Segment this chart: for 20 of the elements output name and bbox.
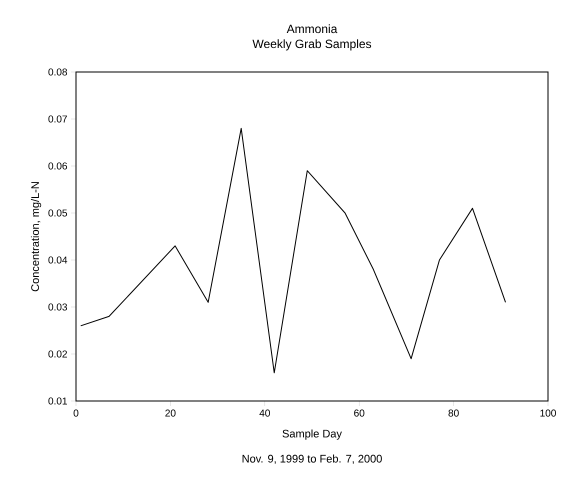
- x-tick-label: 20: [165, 410, 176, 417]
- chart-title: Ammonia: [286, 24, 338, 34]
- y-tick-label: 0.07: [48, 115, 67, 123]
- y-axis-title: Concentration, mg/L-N: [30, 182, 42, 292]
- y-tick-label: 0.08: [48, 68, 68, 76]
- x-tick-label: 0: [74, 410, 78, 417]
- y-tick-label: 0.03: [48, 303, 68, 311]
- y-tick-label: 0.02: [48, 350, 67, 358]
- y-tick-label: 0.01: [48, 397, 67, 405]
- x-tick-label: 60: [354, 410, 364, 417]
- x-tick-label: 80: [448, 410, 459, 417]
- line-series: [80, 128, 506, 374]
- x-tick-label: 100: [540, 410, 556, 417]
- x-tick-label: 40: [259, 410, 270, 417]
- chart-subtitle: Weekly Grab Samples: [252, 39, 372, 50]
- y-tick-label: 0.04: [48, 256, 68, 264]
- y-tick-label: 0.06: [48, 162, 68, 170]
- text: Nov. 9, 1999 to Feb. 7, 2000: [242, 454, 382, 464]
- y-tick-label: 0.05: [48, 209, 68, 217]
- x-axis-title: Sample Day: [282, 429, 342, 440]
